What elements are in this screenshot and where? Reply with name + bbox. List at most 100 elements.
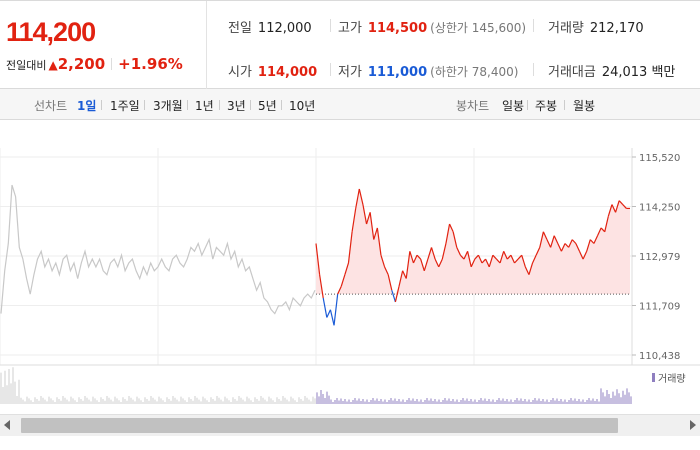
tab-1y[interactable]: 1년 [195, 99, 214, 113]
today-price-segment [384, 266, 389, 275]
tab-monthly-candle[interactable]: 월봉 [573, 99, 596, 113]
today-price-segment [448, 223, 454, 233]
today-price-segment [329, 309, 335, 326]
divider [330, 63, 331, 76]
up-triangle-icon: ▲ [48, 58, 58, 72]
today-price-segment [600, 227, 606, 233]
scroll-right-icon[interactable] [690, 420, 696, 430]
trade-value-label: 거래대금 [548, 65, 596, 80]
upper-limit: (상한가 145,600) [430, 21, 527, 35]
today-price-segment [550, 235, 555, 248]
today-price-segment [586, 239, 591, 252]
today-price-segment [521, 255, 526, 268]
today-price-segment [596, 227, 602, 236]
change-row: 전일대비 ▲2,200 +1.96% [6, 55, 183, 73]
today-price-segment [614, 200, 620, 213]
candle-chart-label: 봉차트 [456, 99, 490, 113]
today-price-segment [459, 254, 465, 260]
today-price-segment [571, 239, 577, 244]
today-price-segment [337, 286, 342, 295]
today-price-segment [524, 266, 530, 275]
today-price-segment [467, 251, 472, 268]
divider [144, 100, 145, 110]
y-tick-label: 115,520 [639, 153, 680, 164]
today-price-segment [452, 231, 458, 248]
volume-legend-swatch [652, 373, 655, 382]
today-price-segment [463, 251, 469, 260]
today-price-segment [593, 235, 599, 244]
divider [111, 58, 113, 70]
change-percent: +1.96% [118, 55, 183, 73]
y-tick-label: 110,438 [639, 351, 680, 362]
tab-daily-candle[interactable]: 일봉 [502, 99, 525, 113]
today-price-segment [405, 251, 411, 279]
chart-scrollbar[interactable] [0, 414, 700, 436]
prev-close: 전일 112,000 [228, 17, 312, 36]
today-price-segment [506, 254, 512, 260]
today-price-segment [575, 243, 581, 252]
today-price-segment [391, 290, 396, 303]
tab-1d[interactable]: 1일 [77, 99, 97, 113]
today-price-segment [365, 212, 371, 225]
divider [281, 100, 282, 110]
today-price-segment [611, 204, 617, 213]
today-price-segment [528, 262, 534, 275]
divider [219, 100, 220, 110]
today-price-segment [380, 255, 386, 268]
today-price-segment [470, 258, 476, 268]
today-price-segment [351, 208, 357, 232]
today-price-segment [355, 188, 360, 209]
high-value: 114,500 [367, 21, 428, 36]
previous-day-line [0, 184, 316, 315]
period-tabbar: 선차트 1일 1주일 3개월 1년 3년 5년 10년 봉차트 일봉 주봉 월봉 [0, 89, 700, 120]
divider [527, 100, 528, 110]
divider [330, 19, 331, 32]
tab-5y[interactable]: 5년 [258, 99, 277, 113]
today-price-segment [362, 204, 368, 225]
volume-label: 거래량 [548, 21, 584, 36]
today-price-segment [394, 286, 400, 303]
today-price-segment [438, 258, 443, 268]
today-price-segment [607, 204, 613, 217]
today-price-segment [387, 274, 393, 291]
divider [250, 100, 251, 110]
divider [533, 19, 534, 32]
tab-10y[interactable]: 10년 [289, 99, 316, 113]
scroll-thumb[interactable] [21, 418, 618, 433]
today-price-segment [445, 223, 451, 244]
tab-3y[interactable]: 3년 [227, 99, 246, 113]
tab-1w[interactable]: 1주일 [110, 99, 140, 113]
change-amount: 2,200 [57, 55, 106, 73]
today-price-segment [542, 231, 548, 240]
today-price-segment [539, 231, 544, 248]
today-price-segment [369, 212, 375, 240]
today-price-segment [430, 247, 436, 260]
today-price-segment [578, 251, 584, 260]
day-low: 저가 111,000 (하한가 78,400) [338, 61, 518, 80]
today-price-segment [402, 270, 407, 279]
today-price-segment [322, 297, 328, 318]
today-price-segment [496, 258, 501, 264]
today-price-segment [427, 247, 433, 260]
today-price-segment [532, 254, 537, 264]
today-price-segment [618, 200, 624, 205]
today-price-segment [423, 258, 429, 271]
today-price-segment [546, 239, 552, 248]
today-price-segment [622, 204, 627, 209]
y-tick-label: 111,709 [639, 302, 680, 313]
volume-legend-label: 거래량 [658, 373, 686, 385]
tab-weekly-candle[interactable]: 주봉 [535, 99, 558, 113]
intraday-price-chart[interactable]: 115,520 114,250 112,979 111,709 110,438 거래량 [0, 120, 700, 410]
today-price-segment [557, 243, 562, 252]
divider [533, 63, 534, 76]
open-label: 시가 [228, 65, 252, 80]
tab-3m[interactable]: 3개월 [153, 99, 183, 113]
today-price-segment [315, 243, 321, 275]
scroll-left-icon[interactable] [4, 420, 10, 430]
low-value: 111,000 [367, 65, 428, 80]
today-price-segment [347, 231, 353, 264]
today-price-segment [582, 251, 588, 260]
today-price-segment [535, 247, 541, 256]
today-price-segment [344, 262, 350, 275]
